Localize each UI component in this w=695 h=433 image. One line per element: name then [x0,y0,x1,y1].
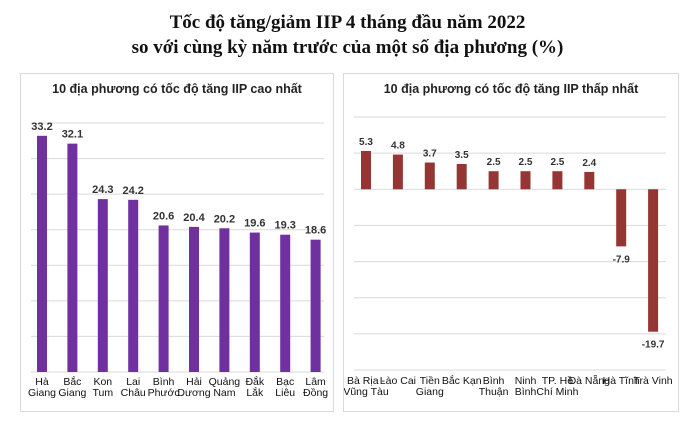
category-label: Đà Nẵng [569,374,611,387]
data-label: 2.5 [487,157,501,168]
chart-svg-highest: 33.2 Hà Giang 32.1 Bắc Giang 24.3 Kon Tum 24.2 Lai… [28,121,328,399]
chart-title-lowest: 10 địa phương có tốc độ tăng IIP thấp nh… [383,82,639,96]
data-label: 20.6 [153,210,174,222]
bar-7 [249,232,260,372]
bar-3 [128,199,139,372]
bar-1 [67,143,78,372]
category-label: Hà Giang [28,376,56,399]
category-label: Bạc Liêu [275,376,295,399]
data-label: 5.3 [359,137,373,148]
category-label: Kon Tum [92,376,113,399]
category-label: Ninh Bình [515,375,537,398]
main-title-line2: so với cùng kỳ năm trước của một số địa … [131,37,564,58]
bar-6 [219,228,230,372]
data-label: 24.2 [122,185,143,197]
bar-5 [520,171,531,190]
data-label: -19.7 [642,340,665,351]
main-title-line1: Tốc độ tăng/giảm IIP 4 tháng đầu năm 202… [169,12,526,33]
data-label: 3.5 [455,150,469,161]
bar-4 [488,171,499,190]
category-label: TP. Hồ Chí Minh [536,375,578,398]
category-label: Hải Dương [177,376,210,399]
bar-8 [280,234,291,372]
bar-0 [37,135,47,372]
bar-2 [97,199,108,372]
category-label: Lâm Đồng [303,376,328,399]
bar-9 [310,239,321,372]
data-label: 19.3 [274,220,295,232]
data-label: 19.6 [244,218,265,230]
chart-svg-lowest: 5.3 Bà Rịa -Vũng Tàu 4.8 Lào Cai 3.7 Tiền Gian… [344,116,673,398]
data-label: 2.5 [550,157,564,168]
chart-title-highest: 10 địa phương có tốc độ tăng IIP cao nhấ… [52,82,302,96]
bar-2 [424,162,435,190]
chart-lowest: 10 địa phương có tốc độ tăng IIP thấp nh… [343,73,679,412]
data-label: 4.8 [391,141,405,152]
category-label: Bắc Kạn [442,374,482,387]
bar-7 [584,171,595,190]
category-label: Tiền Giang [416,375,444,398]
data-label: 20.4 [183,212,205,224]
category-label: Lào Cai [380,375,416,387]
category-label: Bình Thuận [479,375,509,398]
bar-1 [392,154,403,190]
data-label: 24.3 [92,184,113,196]
data-label: 2.4 [582,158,596,169]
data-label: 2.5 [519,157,533,168]
data-label: 33.2 [31,121,52,133]
bar-6 [552,171,563,190]
category-label: Hà Tĩnh [603,375,640,387]
bar-0 [361,150,371,190]
category-label: Bắc Giang [58,375,86,399]
bar-4 [158,225,169,372]
data-label: 20.2 [214,213,235,225]
category-label: Đắk Lắk [245,375,264,399]
bar-5 [189,226,199,372]
category-label: Bình Phước [148,376,180,399]
bar-3 [456,163,467,190]
bar-8 [616,189,627,247]
data-label: -7.9 [613,254,631,265]
data-label: 18.6 [305,225,326,237]
category-label: Quảng Nam [209,376,241,399]
category-label: Trà Vinh [634,375,673,387]
data-label: 32.1 [62,129,83,141]
data-label: 3.7 [423,149,437,160]
category-label: Lai Châu [121,376,146,399]
category-label: Bà Rịa -Vũng Tàu [344,375,389,398]
bar-9 [648,189,659,332]
chart-highest: 10 địa phương có tốc độ tăng IIP cao nhấ… [20,73,334,412]
